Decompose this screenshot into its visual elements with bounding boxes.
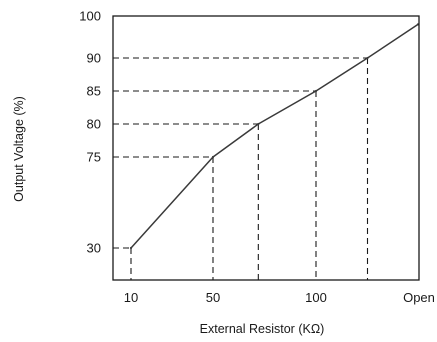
x-axis-ticks: 10 50 100 Open [124, 290, 435, 305]
x-axis-title: External Resistor (KΩ) [200, 322, 325, 336]
dashed-guides [113, 57, 369, 280]
data-point [366, 56, 369, 60]
y-tick-label: 100 [79, 9, 101, 24]
y-tick-label: 30 [87, 241, 101, 256]
y-axis-ticks: 30 75 80 85 90 100 [79, 9, 118, 256]
data-point [129, 246, 133, 250]
y-tick-label: 85 [87, 84, 101, 99]
data-point [257, 122, 260, 126]
plot-frame [112, 15, 420, 281]
y-tick-label: 80 [87, 117, 101, 132]
x-tick-label: 50 [206, 290, 220, 305]
series-line [130, 23, 419, 249]
x-tick-label: 100 [305, 290, 327, 305]
data-point [211, 155, 215, 159]
y-tick-label: 75 [87, 150, 101, 165]
y-axis-title: Output Voltage (%) [12, 96, 26, 202]
y-tick-label: 90 [87, 51, 101, 66]
x-tick-label: Open [403, 290, 435, 305]
series-layer [129, 23, 420, 250]
x-tick-label: 10 [124, 290, 138, 305]
data-point [314, 89, 318, 93]
